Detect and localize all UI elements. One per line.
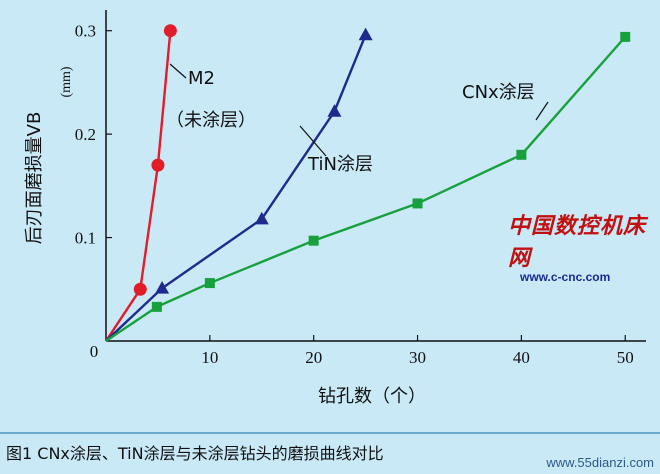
- data-point-2: [204, 278, 215, 289]
- y-tick-label: 0.3: [75, 22, 96, 41]
- data-point-2: [308, 235, 319, 246]
- x-tick-label: 50: [617, 348, 634, 367]
- x-tick-label: 10: [201, 348, 218, 367]
- x-axis-title: 钻孔数（个）: [318, 386, 426, 407]
- data-point-2: [516, 149, 527, 160]
- x-tick-label: 30: [409, 348, 426, 367]
- x-tick-label: 20: [305, 348, 322, 367]
- caption-divider: [0, 432, 660, 434]
- figure-caption: 图1 CNx涂层、TiN涂层与未涂层钻头的磨损曲线对比: [6, 444, 384, 463]
- data-point-1: [155, 281, 170, 294]
- series-line-1: [105, 34, 367, 342]
- leader-line: [299, 125, 327, 157]
- data-point-1: [254, 211, 269, 225]
- labels-layer: M2 （未涂层） TiN涂层 CNx涂层: [166, 68, 535, 175]
- watermark-logo: 中国数控机床网 www.c-cnc.com: [508, 208, 660, 284]
- data-point-0: [163, 24, 177, 38]
- x-tick-label: 0: [90, 342, 99, 361]
- x-tick-label: 40: [513, 348, 530, 367]
- wear-curve-chart: 0 10 20 30 40 50 0.1 0.2 0.3 钻孔数（个） 后刃面磨损量VB (mm) M…: [24, 10, 646, 407]
- series-label-cnx: CNx涂层: [462, 82, 535, 103]
- series-label-tin: TiN涂层: [307, 154, 373, 175]
- y-axis-unit: (mm): [59, 66, 74, 97]
- data-point-0: [133, 282, 147, 296]
- data-point-2: [620, 31, 631, 42]
- axes: 0 10 20 30 40 50 0.1 0.2 0.3 钻孔数（个） 后刃面磨损量VB (mm): [24, 10, 646, 407]
- y-axis-title: 后刃面磨损量VB: [24, 112, 45, 245]
- data-point-2: [412, 198, 423, 209]
- series-label-m2-line2: （未涂层）: [166, 110, 256, 131]
- series-label-m2-line1: M2: [188, 68, 215, 89]
- website-watermark: www.55dianzi.com: [546, 455, 654, 470]
- leader-line: [169, 63, 187, 79]
- y-tick-label: 0.2: [75, 125, 96, 144]
- logo-title: 中国数控机床网: [508, 213, 647, 271]
- data-point-1: [327, 104, 342, 117]
- data-point-2: [151, 301, 162, 312]
- series-layer: [104, 24, 631, 342]
- series-line-0: [104, 30, 172, 342]
- data-point-0: [151, 158, 165, 172]
- leader-line: [535, 101, 549, 121]
- series-line-2: [105, 36, 627, 342]
- data-point-1: [358, 27, 373, 41]
- logo-url: www.c-cnc.com: [520, 270, 611, 284]
- y-tick-label: 0.1: [75, 229, 96, 248]
